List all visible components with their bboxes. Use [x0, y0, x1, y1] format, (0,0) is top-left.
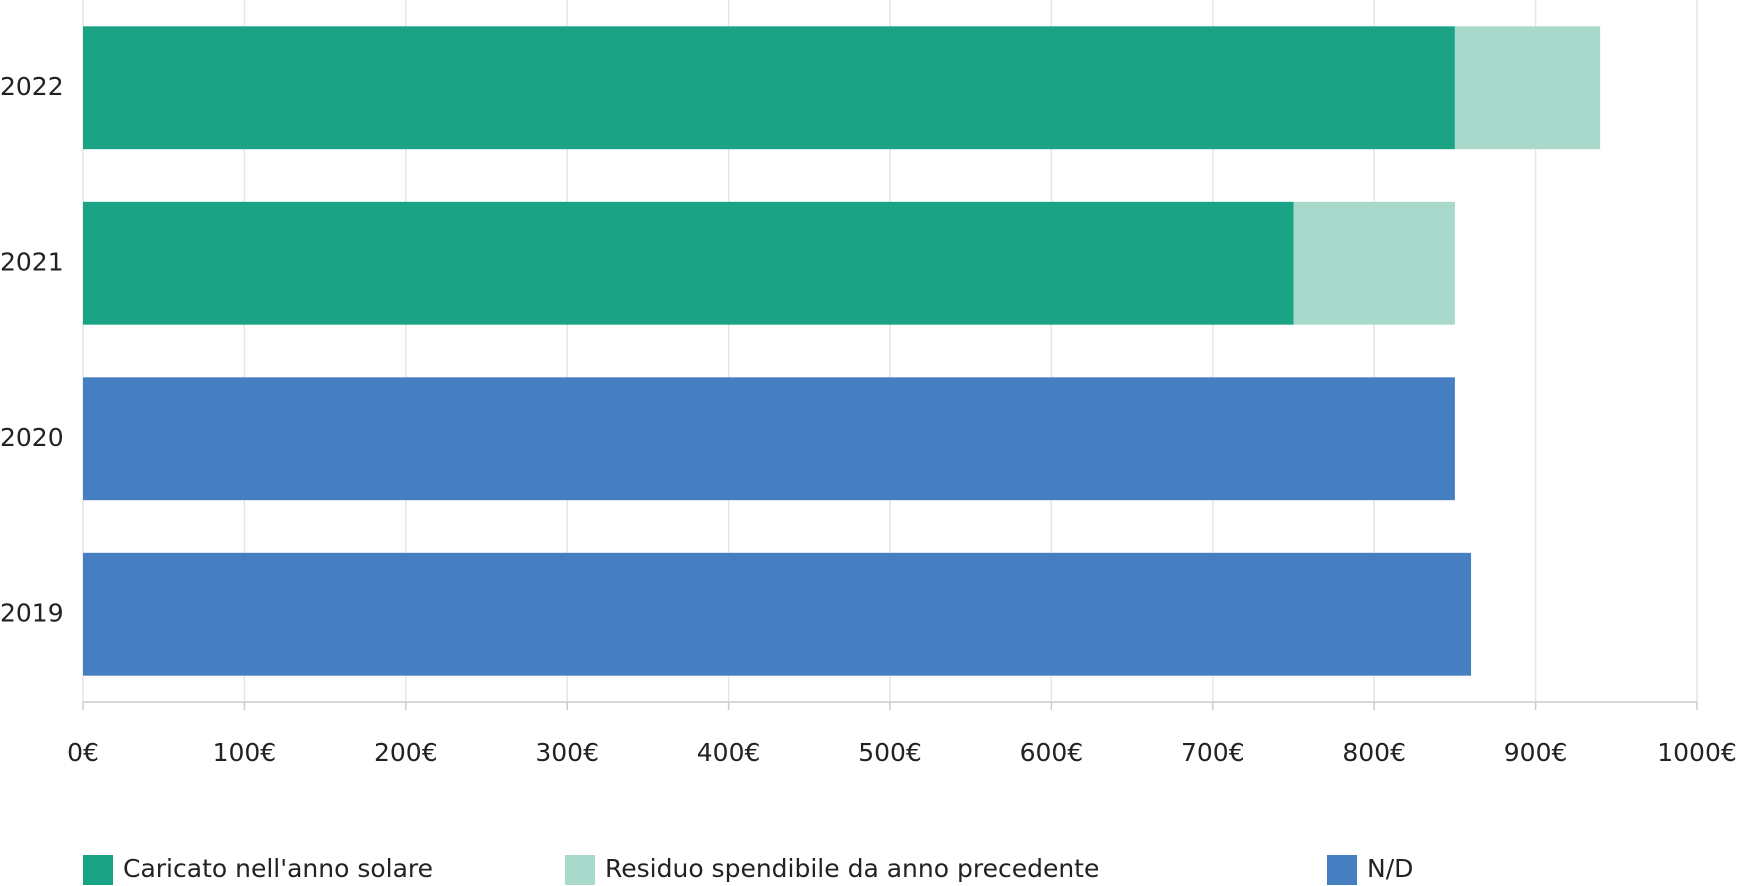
x-tick-label: 1000€	[1657, 738, 1737, 767]
legend-swatch	[83, 855, 113, 885]
x-tick-label: 800€	[1342, 738, 1406, 767]
y-tick-label: 2020	[0, 423, 64, 452]
x-tick-label: 100€	[213, 738, 277, 767]
bar-segment	[83, 552, 1472, 676]
x-tick-label: 400€	[697, 738, 761, 767]
legend-label: Caricato nell'anno solare	[123, 854, 433, 883]
x-tick-label: 600€	[1020, 738, 1084, 767]
x-tick-label: 500€	[858, 738, 922, 767]
y-tick-label: 2021	[0, 247, 64, 276]
y-tick-label: 2022	[0, 72, 64, 101]
bar-segment	[1293, 201, 1455, 325]
legend-label: Residuo spendibile da anno precedente	[605, 854, 1099, 883]
x-tick-label: 300€	[535, 738, 599, 767]
bar-segment	[1454, 26, 1601, 150]
legend-label: N/D	[1367, 854, 1413, 883]
x-tick-label: 200€	[374, 738, 438, 767]
bar-segment	[83, 377, 1455, 501]
bar-segment	[83, 26, 1455, 150]
legend-swatch	[565, 855, 595, 885]
x-tick-label: 700€	[1181, 738, 1245, 767]
legend-swatch	[1327, 855, 1357, 885]
y-tick-label: 2019	[0, 598, 64, 627]
x-tick-label: 0€	[67, 738, 99, 767]
bar-segment	[83, 201, 1294, 325]
x-tick-label: 900€	[1504, 738, 1568, 767]
